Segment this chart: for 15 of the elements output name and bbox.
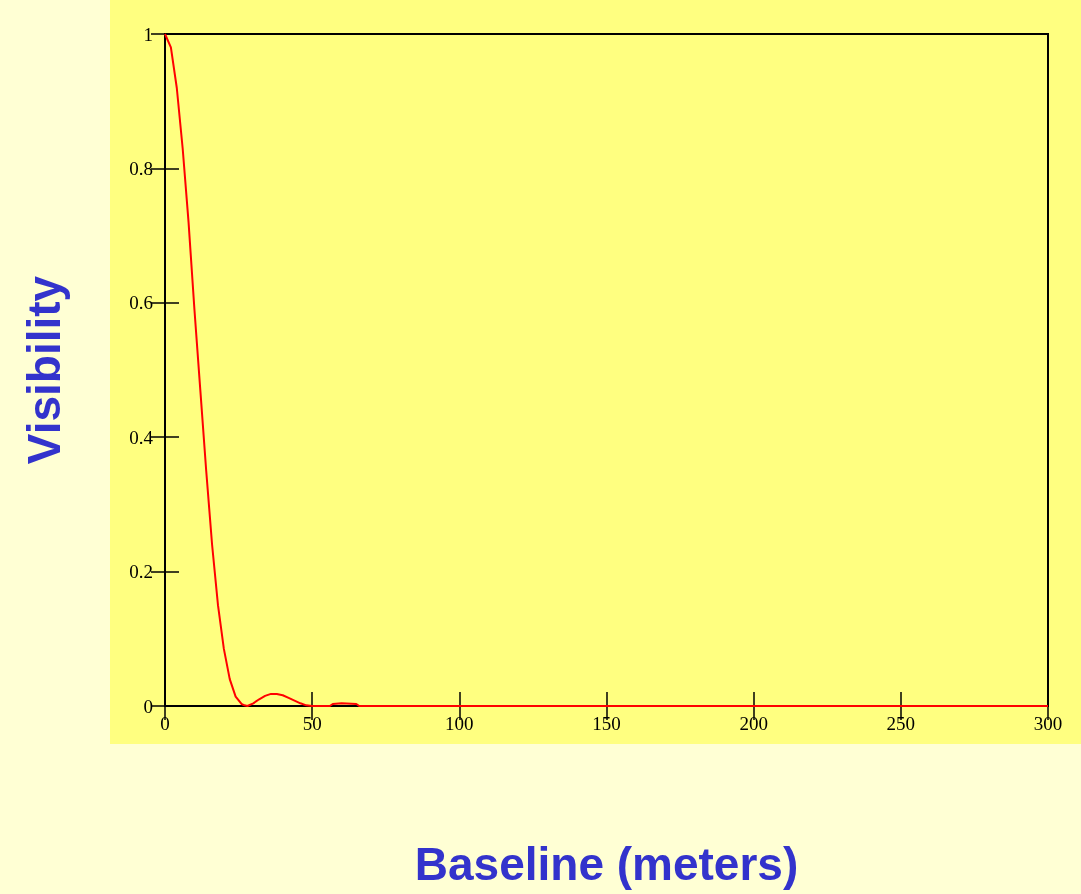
x-tick-label: 50 <box>302 713 322 734</box>
y-axis-title: Visibility <box>18 275 70 465</box>
x-tick-label: 250 <box>886 713 916 734</box>
x-tick-label: 200 <box>739 713 768 734</box>
y-tick-label: 1 <box>143 23 153 45</box>
x-axis-title: Baseline (meters) <box>414 838 799 890</box>
x-tick-label: 100 <box>445 713 474 734</box>
y-tick-label: 0.2 <box>129 561 153 583</box>
y-tick-label: 0 <box>143 695 153 717</box>
x-tick-label: 300 <box>1033 713 1063 734</box>
x-tick-label: 0 <box>160 713 170 734</box>
y-tick-label: 0.6 <box>129 292 153 314</box>
x-tick-label: 150 <box>592 713 621 734</box>
y-tick-label: 0.8 <box>129 157 153 179</box>
y-tick-label: 0.4 <box>129 426 154 448</box>
